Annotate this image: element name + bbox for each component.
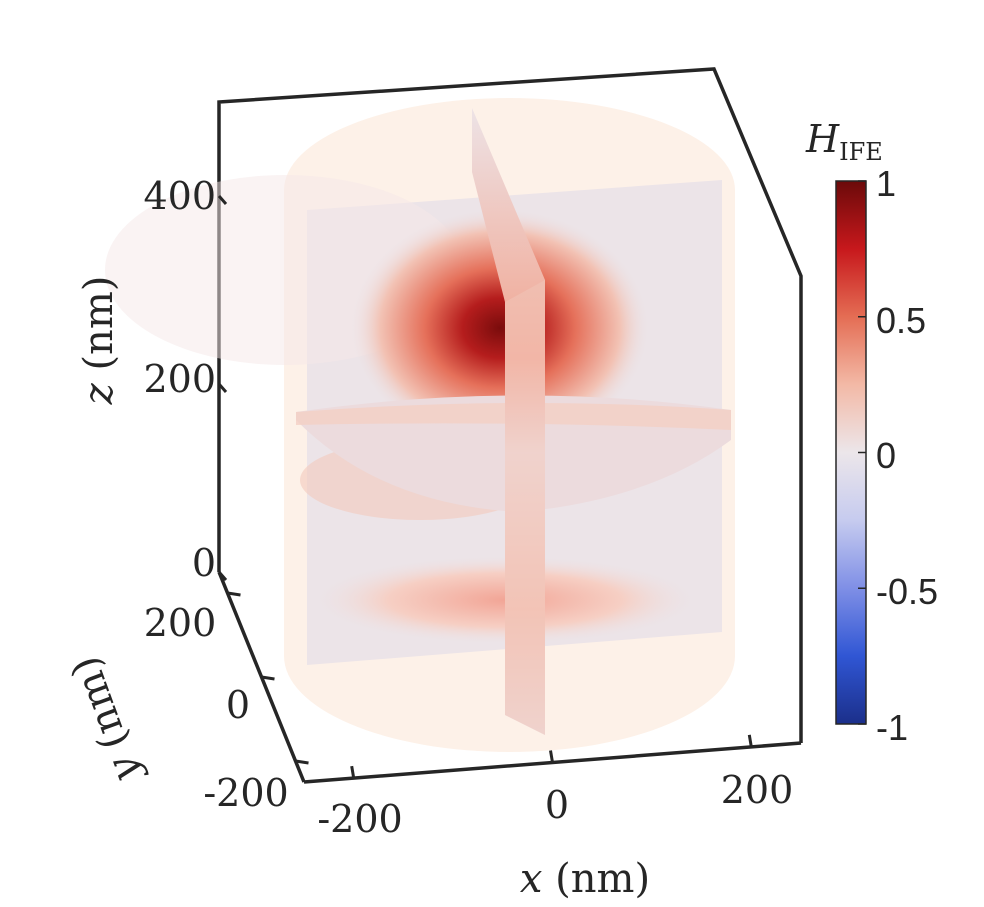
z-tick-label: 400 (143, 174, 216, 218)
x-tick-label: 0 (545, 783, 569, 827)
x-tick-labels: -200 0 200 (317, 768, 793, 841)
x-tick-label: 200 (721, 768, 794, 812)
colorbar-label: HIFE (805, 117, 883, 166)
z-tick (217, 195, 228, 205)
x-tick (549, 750, 554, 763)
tick-marks (217, 195, 753, 779)
z-tick-labels: 0 200 400 (143, 174, 216, 585)
y-tick (261, 675, 275, 681)
colorbar-tick-label: 1 (876, 163, 896, 204)
y-tick-label: 0 (226, 683, 250, 727)
z-tick-label: 200 (143, 357, 216, 401)
colorbar-tick-label: 0.5 (876, 300, 926, 341)
colorbar-tick-label: -0.5 (876, 571, 938, 612)
slice-yz-plane (472, 108, 545, 735)
x-tick-label: -200 (317, 797, 402, 841)
x-axis-label: x (nm) (520, 856, 650, 902)
colorbar-gradient (835, 180, 867, 725)
y-tick-labels: -200 0 200 (144, 601, 289, 815)
y-tick-label: 200 (144, 601, 217, 645)
z-tick (217, 383, 228, 393)
z-tick (217, 571, 228, 581)
z-axis-label: z (nm) (76, 276, 122, 406)
colorbar-tick-label: -1 (876, 707, 908, 748)
y-tick-label: -200 (203, 771, 288, 815)
x-tick (350, 765, 356, 779)
colorbar-tick-marks (858, 180, 866, 725)
z-tick-label: 0 (192, 541, 216, 585)
colorbar-tick-label: 0 (876, 435, 896, 476)
y-tick (295, 759, 309, 765)
y-tick (227, 591, 241, 597)
x-tick (747, 734, 753, 748)
colorbar: 1 0.5 0 -0.5 -1 HIFE (805, 117, 938, 748)
field-peak (350, 208, 650, 448)
y-axis-label: y (nm) (62, 650, 150, 790)
